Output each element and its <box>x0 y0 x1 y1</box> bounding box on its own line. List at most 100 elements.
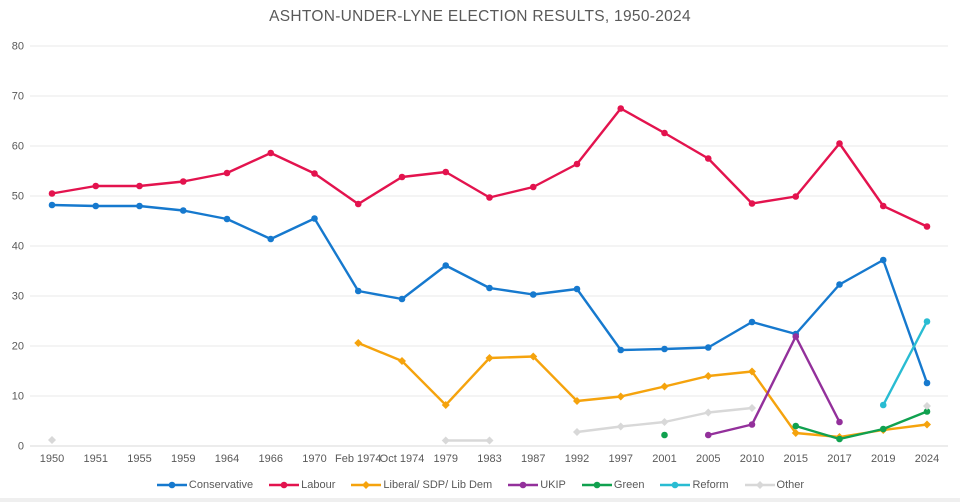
x-tick-label: 1955 <box>127 453 151 465</box>
data-point-marker <box>267 149 275 157</box>
data-point-marker <box>923 420 931 429</box>
data-point-marker <box>267 235 275 243</box>
x-tick-label: 2001 <box>652 453 676 465</box>
x-tick-label: 1964 <box>215 453 239 465</box>
series-labour <box>48 105 931 230</box>
data-point-marker <box>923 379 931 387</box>
legend-marker-icon <box>156 481 187 489</box>
series-line <box>794 410 929 441</box>
data-point-marker <box>48 190 56 197</box>
x-tick-label: 1966 <box>259 453 283 465</box>
data-point-marker <box>486 194 493 201</box>
legend-item-liberal-sdp-lib-dem: Liberal/ SDP/ Lib Dem <box>350 479 492 491</box>
y-tick-label: 0 <box>18 441 24 453</box>
data-point-marker <box>529 291 537 298</box>
legend-label: UKIP <box>540 479 566 491</box>
x-tick-label: 1950 <box>40 453 64 465</box>
series-reform <box>879 318 931 409</box>
data-point-marker <box>179 207 187 214</box>
legend-marker-icon <box>269 481 300 489</box>
data-point-marker <box>486 284 493 292</box>
data-point-marker <box>398 295 406 303</box>
data-point-marker <box>923 318 931 325</box>
legend-marker-icon <box>744 481 775 489</box>
data-point-marker <box>792 333 800 340</box>
y-tick-label: 50 <box>12 191 24 203</box>
series-conservative <box>48 201 931 387</box>
data-point-marker <box>836 435 843 443</box>
legend-item-labour: Labour <box>268 479 335 491</box>
data-point-marker <box>748 318 756 326</box>
data-point-marker <box>311 170 318 177</box>
x-tick-label: 1997 <box>609 453 633 465</box>
data-point-marker <box>660 418 669 426</box>
data-point-marker <box>704 344 712 351</box>
data-point-marker <box>661 345 668 353</box>
legend-item-other: Other <box>744 479 804 491</box>
x-tick-label: 1951 <box>84 453 108 465</box>
x-tick-label: 1979 <box>434 453 458 465</box>
data-point-marker <box>791 429 800 437</box>
data-point-marker <box>704 431 712 439</box>
data-point-marker <box>441 436 450 445</box>
data-point-marker <box>441 401 450 409</box>
data-point-marker <box>398 357 406 365</box>
y-axis-labels: 0 10 20 30 40 50 60 70 80 <box>12 41 24 453</box>
x-tick-label: 2019 <box>871 453 895 465</box>
data-point-marker <box>923 402 931 410</box>
data-point-marker <box>485 436 494 445</box>
series-ukip <box>704 333 843 439</box>
data-point-marker <box>748 421 756 428</box>
y-tick-label: 80 <box>12 41 24 53</box>
y-tick-label: 20 <box>12 341 24 353</box>
legend-label: Green <box>613 479 645 491</box>
chart-legend: Conservative Labour Liberal/ SDP/ Lib Dem U… <box>0 473 960 497</box>
chart-title: ASHTON-UNDER-LYNE ELECTION RESULTS, 1950… <box>269 8 691 25</box>
data-point-marker <box>354 200 362 208</box>
data-point-marker <box>136 202 143 210</box>
legend-item-green: Green <box>581 479 645 491</box>
data-point-marker <box>573 285 581 293</box>
data-point-marker <box>661 129 668 137</box>
data-point-marker <box>354 339 363 347</box>
data-point-marker <box>755 481 764 489</box>
x-tick-label: 1970 <box>302 453 326 465</box>
data-point-marker <box>223 169 231 177</box>
data-point-marker <box>748 367 756 376</box>
data-point-marker <box>529 352 538 361</box>
data-point-marker <box>442 168 450 176</box>
data-point-marker <box>792 193 800 200</box>
data-point-marker <box>616 392 625 401</box>
data-point-marker <box>48 436 56 444</box>
x-axis-labels: 1950 1951 1955 1959 1964 1966 1970 Feb 1974Oct … <box>40 453 939 465</box>
data-point-marker <box>311 215 318 222</box>
chart-plot: 0 10 20 30 40 50 60 70 80 1950 1951 1955 1959 1964 196… <box>12 41 948 465</box>
y-tick-label: 70 <box>12 91 24 103</box>
data-point-marker <box>617 346 625 354</box>
data-point-marker <box>879 425 887 433</box>
x-tick-label: Oct 1974 <box>380 453 425 465</box>
x-tick-label: 2017 <box>827 453 851 465</box>
data-point-marker <box>748 200 756 207</box>
data-point-marker <box>748 404 756 412</box>
data-point-marker <box>529 183 537 191</box>
x-tick-label: 1983 <box>477 453 501 465</box>
y-tick-label: 30 <box>12 291 24 303</box>
data-point-marker <box>836 281 843 288</box>
data-point-marker <box>92 202 100 210</box>
data-point-marker <box>362 481 371 489</box>
data-point-marker <box>92 182 100 190</box>
x-tick-label: 1992 <box>565 453 589 465</box>
data-point-marker <box>923 408 931 415</box>
x-tick-label: 1987 <box>521 453 545 465</box>
legend-item-conservative: Conservative <box>156 479 253 491</box>
x-tick-label: 2024 <box>915 453 939 465</box>
gridlines <box>30 45 948 447</box>
legend-marker-icon <box>351 481 382 489</box>
data-point-marker <box>704 372 713 380</box>
data-point-marker <box>593 481 601 489</box>
data-point-marker <box>485 354 494 362</box>
data-point-marker <box>573 397 581 405</box>
legend-item-reform: Reform <box>659 479 729 491</box>
legend-marker-icon <box>581 481 612 489</box>
